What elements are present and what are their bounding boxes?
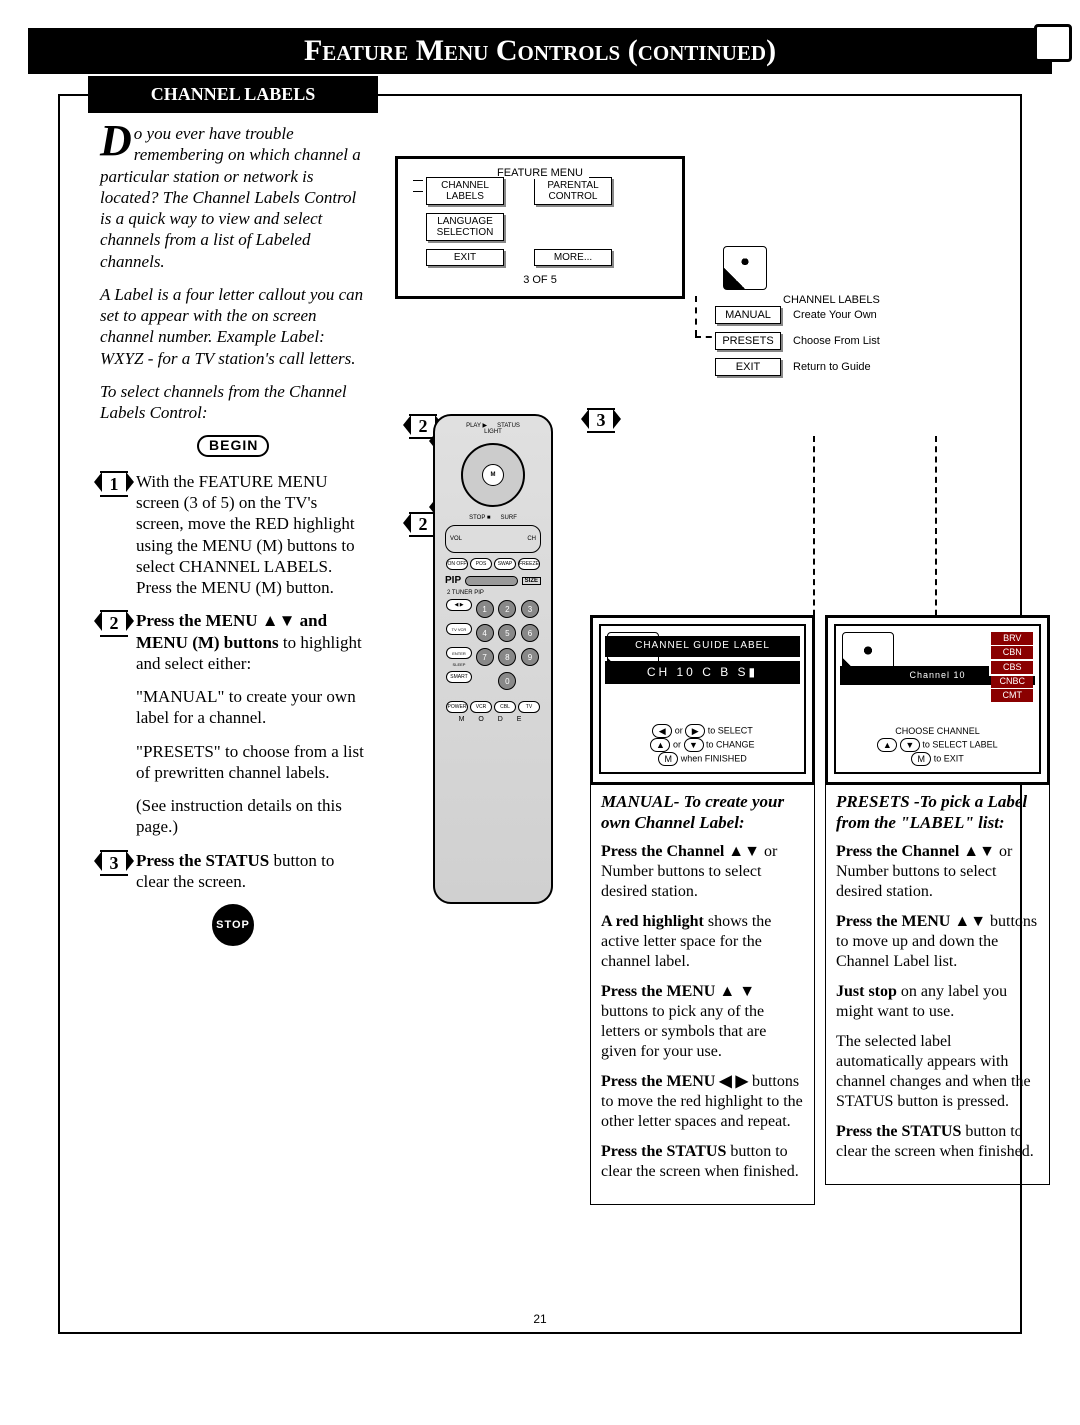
manual-p5: Press the STATUS button to clear the scr…	[601, 1142, 804, 1182]
submenu-desc-manual: Create Your Own	[793, 309, 877, 321]
presets-screen: Channel 10 BRV CBN CBS CNBC CMT CHOOSE C…	[825, 615, 1050, 785]
page-corner-icon	[1034, 24, 1072, 62]
manual-p1: Press the Channel ▲▼ or Number buttons t…	[601, 842, 804, 902]
step-3: 3 Press the STATUS button to clear the s…	[100, 850, 366, 893]
fm-channel-labels: CHANNEL LABELS	[426, 177, 504, 205]
step2-manual: "MANUAL" to create your own label for a …	[136, 686, 366, 729]
stop-button: STOP	[212, 904, 254, 946]
remote-ring: M	[461, 443, 525, 507]
remote-vol-ch: VOLCH	[445, 525, 541, 553]
submenu-row-exit: EXIT Return to Guide	[715, 358, 975, 376]
fm-footer: 3 OF 5	[408, 274, 672, 286]
remote-pip: PIPSIZE	[445, 575, 541, 586]
manual-p3: Press the MENU ▲ ▼ buttons to pick any o…	[601, 982, 804, 1062]
jockey-icon-3	[842, 632, 894, 684]
step-num-3: 3	[100, 850, 128, 872]
dropcap: D	[100, 123, 132, 158]
manual-controls: ◀ or ▶ ◀ or ▶ to SELECT to SELECT ▲ or ▼…	[601, 724, 804, 766]
remote-control: 2 1 3 2 1 PLAY ▶ STATUSLIGHT M STOP ■ SU…	[413, 394, 573, 924]
jockey-icon	[723, 246, 767, 290]
submenu-btn-manual: MANUAL	[715, 306, 781, 324]
callout-3: 3	[587, 408, 615, 430]
presets-p1: Press the Channel ▲▼ or Number buttons t…	[836, 842, 1039, 902]
submenu-desc-presets: Choose From List	[793, 335, 880, 347]
fm-title: FEATURE MENU	[491, 167, 589, 179]
fm-more: MORE...	[534, 249, 612, 266]
para2: A Label is a four letter callout you can…	[100, 284, 366, 369]
step3-bold: Press the STATUS	[136, 851, 269, 870]
step2-text: Press the MENU ▲▼ and MENU (M) buttons t…	[136, 610, 366, 674]
step1-text: With the FEATURE MENU screen (3 of 5) on…	[136, 471, 366, 599]
page-number: 21	[60, 1312, 1020, 1326]
para3: To select channels from the Channel Labe…	[100, 381, 366, 424]
presets-controls: CHOOSE CHANNEL ▲ ▼ to SELECT LABEL M to …	[836, 725, 1039, 766]
step-1: 1 With the FEATURE MENU screen (3 of 5) …	[100, 471, 366, 599]
manual-p4: Press the MENU ◀ ▶ buttons to move the r…	[601, 1072, 804, 1132]
manual-title: MANUAL- To create your own Channel Label…	[601, 791, 804, 834]
channel-labels-submenu: CHANNEL LABELS MANUAL Create Your Own PR…	[715, 306, 975, 384]
presets-p3: Just stop on any label you might want to…	[836, 982, 1039, 1022]
label-cnbc: CNBC	[991, 675, 1033, 688]
presets-p2: Press the MENU ▲▼ buttons to move up and…	[836, 912, 1039, 972]
fm-exit: EXIT	[426, 249, 504, 266]
label-cbs: CBS	[991, 661, 1033, 674]
sidebar-body: Do you ever have trouble remembering on …	[88, 113, 378, 946]
presets-p5: Press the STATUS button to clear the scr…	[836, 1122, 1039, 1162]
manual-p2: A red highlight shows the active letter …	[601, 912, 804, 972]
page-frame: CHANNEL LABELS Do you ever have trouble …	[58, 94, 1022, 1334]
feature-menu-box: FEATURE MENU CHANNEL LABELS PARENTAL CON…	[395, 156, 685, 299]
sidebar-header: CHANNEL LABELS	[88, 76, 378, 113]
content-area: FEATURE MENU CHANNEL LABELS PARENTAL CON…	[395, 156, 1000, 1312]
fm-language: LANGUAGE SELECTION	[426, 213, 504, 241]
step3-text: Press the STATUS button to clear the scr…	[136, 850, 366, 893]
title-bar: Feature Menu Controls (continued)	[28, 28, 1052, 74]
dashed-connector-3	[935, 436, 937, 626]
fm-parental: PARENTAL CONTROL	[534, 177, 612, 205]
label-cbn: CBN	[991, 646, 1033, 659]
submenu-row-manual: MANUAL Create Your Own	[715, 306, 975, 324]
dashed-connector	[695, 296, 697, 336]
presets-c1: CHOOSE CHANNEL	[836, 725, 1039, 738]
step-num-2: 2	[100, 610, 128, 632]
sidebar: CHANNEL LABELS Do you ever have trouble …	[88, 76, 378, 960]
remote-body: PLAY ▶ STATUSLIGHT M STOP ■ SURF VOLCH O…	[433, 414, 553, 904]
label-brv: BRV	[991, 632, 1033, 645]
step-num-1: 1	[100, 471, 128, 493]
page-title: Feature Menu Controls (continued)	[28, 34, 1052, 68]
label-cmt: CMT	[991, 689, 1033, 702]
submenu-header: CHANNEL LABELS	[783, 294, 880, 306]
intro-paragraph: Do you ever have trouble remembering on …	[100, 123, 366, 272]
submenu-btn-presets: PRESETS	[715, 332, 781, 350]
submenu-row-presets: PRESETS Choose From List	[715, 332, 975, 350]
step2-presets: "PRESETS" to choose from a list of prewr…	[136, 741, 366, 784]
begin-button: BEGIN	[197, 435, 269, 457]
intro-text: o you ever have trouble remembering on w…	[100, 124, 361, 271]
jockey-icon-2	[607, 632, 659, 684]
remote-m-button: M	[482, 464, 504, 486]
presets-label-list: BRV CBN CBS CNBC CMT	[991, 632, 1033, 703]
manual-guide-box: CHANNEL GUIDE LABEL CH 10 C B S▮ ◀ or ▶ …	[590, 616, 815, 1205]
step-2: 2 Press the MENU ▲▼ and MENU (M) buttons…	[100, 610, 366, 837]
presets-title: PRESETS -To pick a Label from the "LABEL…	[836, 791, 1039, 834]
manual-screen: CHANNEL GUIDE LABEL CH 10 C B S▮ ◀ or ▶ …	[590, 615, 815, 785]
dashed-connector-2	[813, 436, 815, 626]
presets-guide-box: Channel 10 BRV CBN CBS CNBC CMT CHOOSE C…	[825, 616, 1050, 1185]
submenu-desc-exit: Return to Guide	[793, 361, 871, 373]
presets-p4: The selected label automatically appears…	[836, 1032, 1039, 1112]
submenu-btn-exit: EXIT	[715, 358, 781, 376]
step2-see: (See instruction details on this page.)	[136, 795, 366, 838]
